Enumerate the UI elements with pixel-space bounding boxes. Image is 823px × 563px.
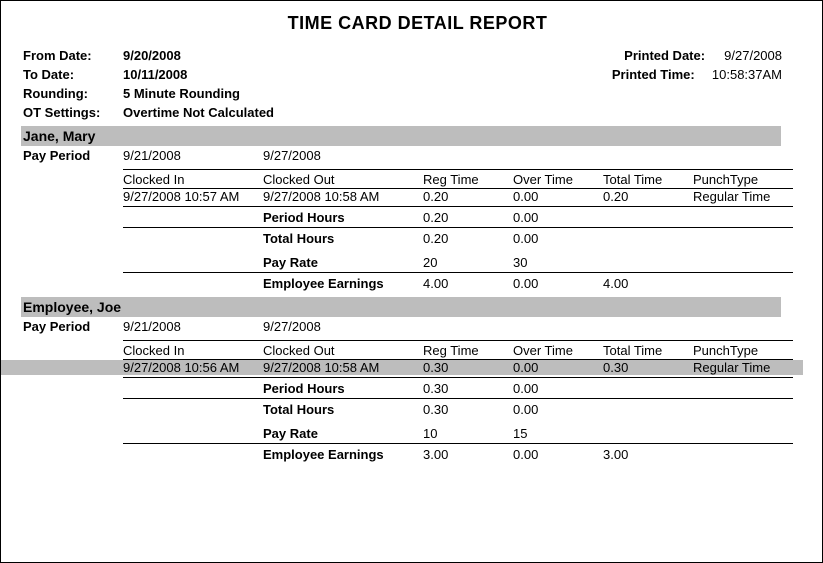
pay-rate-row-reg: 10 [423, 426, 513, 441]
punch-out: 9/27/2008 10:58 AM [263, 360, 423, 375]
col-total-time: Total Time [603, 343, 693, 358]
pay-period-label: Pay Period [23, 148, 123, 163]
punch-type: Regular Time [693, 360, 793, 375]
col-clocked-in: Clocked In [123, 172, 263, 187]
pay-rate-row-over: 15 [513, 426, 603, 441]
pay-period-start: 9/21/2008 [123, 148, 263, 163]
period-hours-row: Period Hours0.200.00 [123, 206, 793, 225]
col-punch-type: PunchType [693, 343, 793, 358]
printed-date-label: Printed Date: [624, 48, 724, 63]
printed-date-value: 9/27/2008 [724, 48, 782, 63]
col-total-time: Total Time [603, 172, 693, 187]
employee-block: Jane, MaryPay Period9/21/20089/27/2008Cl… [23, 126, 812, 291]
col-clocked-out: Clocked Out [263, 172, 423, 187]
punch-in: 9/27/2008 10:57 AM [123, 189, 263, 204]
punch-out: 9/27/2008 10:58 AM [263, 189, 423, 204]
punch-reg: 0.20 [423, 189, 513, 204]
pay-period-end: 9/27/2008 [263, 319, 403, 334]
period-hours-row-reg: 0.30 [423, 381, 513, 396]
total-hours-row-over: 0.00 [513, 402, 603, 417]
col-reg-time: Reg Time [423, 172, 513, 187]
to-date-value: 10/11/2008 [123, 67, 187, 82]
punch-row-highlighted: 9/27/2008 10:56 AM9/27/2008 10:58 AM0.30… [1, 360, 803, 375]
earnings-row-total: 3.00 [603, 447, 693, 462]
period-hours-row-reg: 0.20 [423, 210, 513, 225]
pay-rate-row-label: Pay Rate [263, 255, 423, 270]
pay-rate-row-label: Pay Rate [263, 426, 423, 441]
ot-value: Overtime Not Calculated [123, 105, 274, 120]
total-hours-row-reg: 0.20 [423, 231, 513, 246]
pay-period-row: Pay Period9/21/20089/27/2008 [23, 319, 812, 334]
to-date-label: To Date: [23, 67, 123, 82]
col-punch-type: PunchType [693, 172, 793, 187]
pay-period-end: 9/27/2008 [263, 148, 403, 163]
meta-row-2: To Date: 10/11/2008 Printed Time: 10:58:… [23, 67, 812, 82]
earnings-row-total: 4.00 [603, 276, 693, 291]
table-header-row: Clocked InClocked OutReg TimeOver TimeTo… [123, 169, 793, 189]
pay-period-start: 9/21/2008 [123, 319, 263, 334]
total-hours-row-label: Total Hours [263, 402, 423, 417]
earnings-row-over: 0.00 [513, 276, 603, 291]
earnings-row-label: Employee Earnings [263, 447, 423, 462]
col-over-time: Over Time [513, 343, 603, 358]
punch-type: Regular Time [693, 189, 793, 204]
earnings-row-reg: 3.00 [423, 447, 513, 462]
pay-rate-row: Pay Rate2030 [123, 252, 793, 270]
pay-rate-row-over: 30 [513, 255, 603, 270]
time-table: Clocked InClocked OutReg TimeOver TimeTo… [123, 340, 793, 462]
punch-row: 9/27/2008 10:57 AM9/27/2008 10:58 AM0.20… [123, 189, 793, 204]
report-page: TIME CARD DETAIL REPORT From Date: 9/20/… [0, 0, 823, 563]
col-clocked-out: Clocked Out [263, 343, 423, 358]
punch-over: 0.00 [513, 360, 603, 375]
rounding-value: 5 Minute Rounding [123, 86, 240, 101]
total-hours-row: Total Hours0.300.00 [123, 398, 793, 417]
col-over-time: Over Time [513, 172, 603, 187]
total-hours-row-reg: 0.30 [423, 402, 513, 417]
pay-period-label: Pay Period [23, 319, 123, 334]
rounding-label: Rounding: [23, 86, 123, 101]
period-hours-row-label: Period Hours [263, 381, 423, 396]
total-hours-row: Total Hours0.200.00 [123, 227, 793, 246]
pay-period-row: Pay Period9/21/20089/27/2008 [23, 148, 812, 163]
pay-rate-row-reg: 20 [423, 255, 513, 270]
earnings-row-over: 0.00 [513, 447, 603, 462]
pay-rate-row: Pay Rate1015 [123, 423, 793, 441]
employee-name-header: Employee, Joe [21, 297, 781, 317]
punch-in: 9/27/2008 10:56 AM [123, 360, 263, 375]
punch-total: 0.20 [603, 189, 693, 204]
punch-over: 0.00 [513, 189, 603, 204]
meta-row-3: Rounding: 5 Minute Rounding [23, 86, 812, 101]
time-table: Clocked InClocked OutReg TimeOver TimeTo… [123, 169, 793, 291]
earnings-row-reg: 4.00 [423, 276, 513, 291]
col-reg-time: Reg Time [423, 343, 513, 358]
printed-time-value: 10:58:37AM [712, 67, 782, 82]
punch-reg: 0.30 [423, 360, 513, 375]
employee-name-header: Jane, Mary [21, 126, 781, 146]
employee-block: Employee, JoePay Period9/21/20089/27/200… [23, 297, 812, 462]
earnings-row: Employee Earnings4.000.004.00 [123, 272, 793, 291]
report-title: TIME CARD DETAIL REPORT [23, 13, 812, 34]
period-hours-row-label: Period Hours [263, 210, 423, 225]
earnings-row: Employee Earnings3.000.003.00 [123, 443, 793, 462]
table-header-row: Clocked InClocked OutReg TimeOver TimeTo… [123, 340, 793, 360]
period-hours-row-over: 0.00 [513, 381, 603, 396]
from-date-value: 9/20/2008 [123, 48, 181, 63]
printed-time-label: Printed Time: [612, 67, 712, 82]
punch-total: 0.30 [603, 360, 693, 375]
earnings-row-label: Employee Earnings [263, 276, 423, 291]
from-date-label: From Date: [23, 48, 123, 63]
period-hours-row-over: 0.00 [513, 210, 603, 225]
meta-row-1: From Date: 9/20/2008 Printed Date: 9/27/… [23, 48, 812, 63]
total-hours-row-label: Total Hours [263, 231, 423, 246]
meta-row-4: OT Settings: Overtime Not Calculated [23, 105, 812, 120]
col-clocked-in: Clocked In [123, 343, 263, 358]
total-hours-row-over: 0.00 [513, 231, 603, 246]
period-hours-row: Period Hours0.300.00 [123, 377, 793, 396]
employees-container: Jane, MaryPay Period9/21/20089/27/2008Cl… [23, 126, 812, 462]
ot-label: OT Settings: [23, 105, 123, 120]
